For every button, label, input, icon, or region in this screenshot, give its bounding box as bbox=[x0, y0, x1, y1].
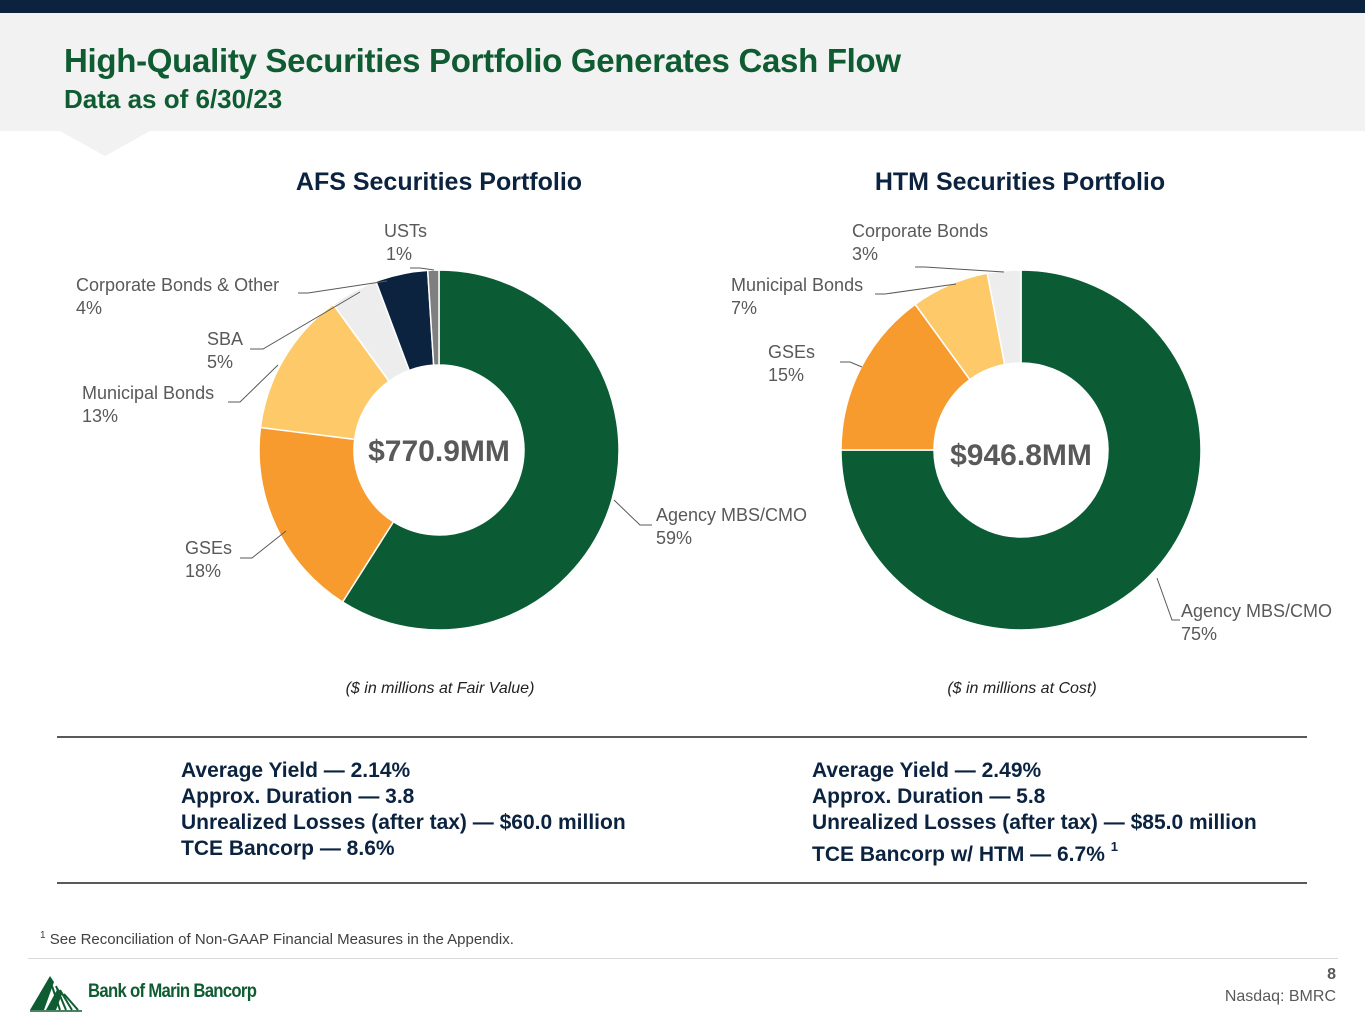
donut-charts: $770.9MM Agency MBS/CMO 59% GSEs 18% Mun… bbox=[76, 221, 1332, 644]
afs-stat-unrealized: Unrealized Losses (after tax) — $60.0 mi… bbox=[181, 811, 626, 834]
afs-label-muni-pct: 13% bbox=[82, 406, 118, 426]
afs-total-label: $770.9MM bbox=[368, 435, 510, 468]
htm-stats-list: Average Yield — 2.49% Approx. Duration —… bbox=[812, 758, 1257, 868]
afs-leader-corp bbox=[298, 280, 388, 294]
htm-label-corp-pct: 3% bbox=[852, 244, 878, 264]
afs-label-gses-name: GSEs bbox=[185, 538, 232, 558]
afs-leader-muni bbox=[228, 364, 279, 403]
footnote: 1 See Reconciliation of Non-GAAP Financi… bbox=[40, 930, 514, 948]
htm-scale-note: ($ in millions at Cost) bbox=[947, 680, 1097, 697]
page-title: High-Quality Securities Portfolio Genera… bbox=[64, 42, 901, 79]
afs-slice-agency-mbs-cmo bbox=[341, 269, 620, 631]
afs-stats-list: Average Yield — 2.14% Approx. Duration —… bbox=[181, 758, 626, 862]
afs-label-sba-name: SBA bbox=[207, 329, 243, 349]
ticker-label: Nasdaq: BMRC bbox=[1224, 988, 1336, 1005]
afs-label-usts-name: USTs bbox=[384, 221, 427, 241]
htm-total-label: $946.8MM bbox=[950, 439, 1092, 472]
afs-label-agency-pct: 59% bbox=[656, 528, 692, 548]
stats-divider-bottom bbox=[57, 882, 1307, 884]
htm-label-muni-pct: 7% bbox=[731, 298, 757, 318]
bank-logo-icon bbox=[30, 976, 82, 1012]
htm-label-agency-name: Agency MBS/CMO bbox=[1181, 601, 1332, 621]
afs-stat-yield: Average Yield — 2.14% bbox=[181, 759, 411, 782]
htm-label-corp-name: Corporate Bonds bbox=[852, 221, 988, 241]
afs-label-usts-pct: 1% bbox=[386, 244, 412, 264]
page-subtitle: Data as of 6/30/23 bbox=[64, 84, 283, 114]
htm-label-agency-pct: 75% bbox=[1181, 624, 1217, 644]
afs-leader-gses bbox=[240, 530, 287, 559]
htm-stat-tce: TCE Bancorp w/ HTM — 6.7% 1 bbox=[812, 836, 1257, 868]
afs-leader-sba bbox=[250, 291, 361, 350]
htm-donut bbox=[840, 269, 1202, 631]
header-band bbox=[0, 13, 1365, 131]
htm-leader-gses bbox=[840, 361, 863, 368]
htm-slice-gses bbox=[840, 303, 971, 451]
page-number: 8 bbox=[1327, 966, 1336, 983]
htm-label-muni-name: Municipal Bonds bbox=[731, 275, 863, 295]
company-name: Bank of Marin Bancorp bbox=[88, 981, 257, 1002]
afs-label-corp-name: Corporate Bonds & Other bbox=[76, 275, 279, 295]
company-logo: Bank of Marin Bancorp bbox=[30, 972, 279, 1012]
afs-stat-tce: TCE Bancorp — 8.6% bbox=[181, 837, 395, 860]
footnote-mark: 1 bbox=[40, 930, 46, 941]
htm-leader-agency bbox=[1156, 577, 1180, 621]
top-accent-bar bbox=[0, 0, 1365, 13]
htm-stat-tce-text: TCE Bancorp w/ HTM — 6.7% bbox=[812, 843, 1105, 866]
afs-leader-usts bbox=[410, 267, 435, 271]
afs-label-muni-name: Municipal Bonds bbox=[82, 383, 214, 403]
afs-label-corp-pct: 4% bbox=[76, 298, 102, 318]
afs-label-sba-pct: 5% bbox=[207, 352, 233, 372]
htm-stat-unrealized: Unrealized Losses (after tax) — $85.0 mi… bbox=[812, 811, 1257, 834]
footnote-text: See Reconciliation of Non-GAAP Financial… bbox=[49, 931, 514, 948]
header-notch bbox=[60, 131, 150, 156]
afs-slice-usts bbox=[426, 269, 440, 366]
htm-chart-title: HTM Securities Portfolio bbox=[874, 168, 1166, 196]
afs-slice-gses bbox=[258, 426, 395, 604]
htm-leader-muni bbox=[875, 283, 957, 295]
htm-leader-corp bbox=[915, 266, 1005, 273]
afs-stat-duration: Approx. Duration — 3.8 bbox=[181, 785, 415, 808]
htm-stat-yield: Average Yield — 2.49% bbox=[812, 759, 1042, 782]
afs-donut bbox=[258, 269, 620, 631]
htm-slice-agency-mbs-cmo bbox=[840, 269, 1202, 631]
htm-label-gses-name: GSEs bbox=[768, 342, 815, 362]
afs-label-gses-pct: 18% bbox=[185, 561, 221, 581]
afs-chart-title: AFS Securities Portfolio bbox=[295, 168, 583, 196]
afs-label-agency-name: Agency MBS/CMO bbox=[656, 505, 807, 525]
htm-label-gses-pct: 15% bbox=[768, 365, 804, 385]
afs-scale-note: ($ in millions at Fair Value) bbox=[345, 680, 535, 697]
htm-stat-duration: Approx. Duration — 5.8 bbox=[812, 785, 1046, 808]
afs-leader-agency bbox=[613, 499, 652, 526]
footer-divider bbox=[28, 958, 1338, 959]
stats-divider-top bbox=[57, 736, 1307, 738]
htm-stat-tce-footnote-mark: 1 bbox=[1110, 839, 1118, 854]
